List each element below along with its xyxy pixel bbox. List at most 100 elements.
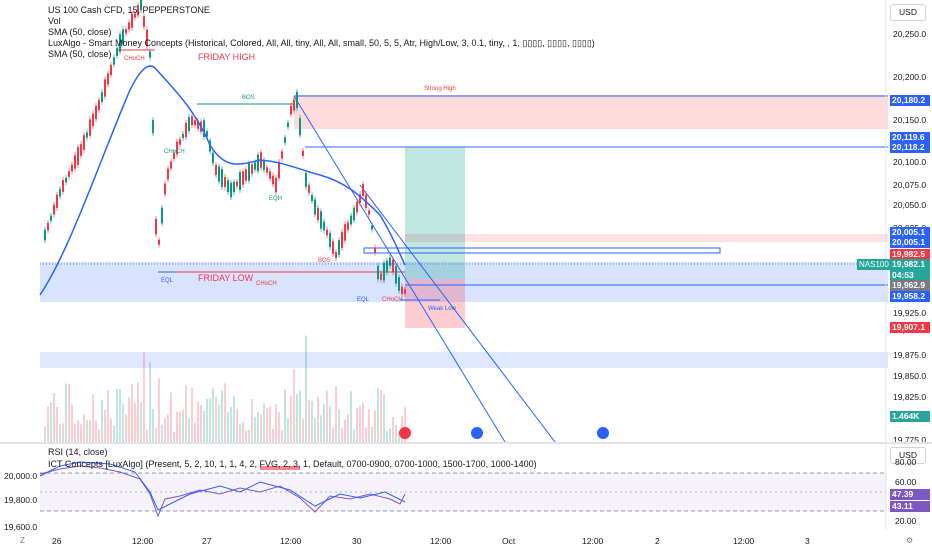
volume-bar: [173, 431, 175, 442]
volume-bar: [83, 414, 85, 442]
indicator-luxalgo[interactable]: LuxAlgo - Smart Money Concepts (Historic…: [48, 38, 595, 48]
volume-bar: [356, 407, 358, 442]
price-axis-label: 19,850.0: [893, 371, 927, 381]
event-icon[interactable]: [399, 427, 411, 439]
indicator-sma[interactable]: SMA (50, close): [48, 27, 112, 37]
us-flag-icon[interactable]: [471, 427, 483, 439]
volume-bar: [362, 402, 364, 442]
volume-bar: [389, 428, 391, 442]
price-axis-label: 19,875.0: [893, 350, 927, 360]
time-axis-label: 30: [352, 536, 362, 546]
volume-bar: [323, 403, 325, 442]
volume-bar: [200, 405, 202, 442]
eqh-label: EQH: [269, 196, 283, 202]
volume-bar: [395, 424, 397, 442]
indicator-ict[interactable]: ICT Concepts [LuxAlgo] (Present, 5, 2, 1…: [48, 459, 537, 469]
volume-bar: [197, 401, 199, 442]
volume-bar: [95, 420, 97, 442]
volume-bar: [320, 415, 322, 442]
indicator-sma-2[interactable]: SMA (50, close): [48, 49, 112, 59]
choch-label: CHoCH: [164, 149, 185, 155]
volume-bar: [359, 405, 361, 442]
price-axis-label: 20,075.0: [893, 180, 927, 190]
volume-bar: [278, 411, 280, 442]
volume-bar: [86, 420, 88, 442]
volume-bar: [155, 428, 157, 442]
volume-bar: [179, 411, 181, 442]
volume-bar: [368, 409, 370, 442]
volume-bar: [248, 430, 250, 442]
rsi-ict-panel[interactable]: [0, 444, 932, 530]
volume-bar: [287, 418, 289, 442]
volume-bar: [245, 430, 247, 442]
volume-bar: [326, 390, 328, 442]
volume-bar: [329, 405, 331, 442]
volume-bar: [65, 383, 67, 442]
sub-currency-button[interactable]: USD: [890, 447, 926, 464]
sub-price-label: 19,800.0: [4, 495, 38, 505]
symbol-title[interactable]: US 100 Cash CFD, 15, PEPPERSTONE: [48, 5, 210, 15]
volume-bar: [98, 429, 100, 442]
volume-bar: [332, 427, 334, 442]
volume-bar: [122, 404, 124, 442]
volume-bar: [101, 399, 103, 442]
volume-bar: [50, 402, 52, 442]
volume-bar: [146, 429, 148, 442]
indicator-rsi[interactable]: RSI (14, close): [48, 447, 108, 457]
volume-bar: [119, 388, 121, 442]
volume-bar: [182, 409, 184, 442]
time-axis-label: Oct: [502, 536, 516, 546]
choch-label: CHoCH: [256, 281, 277, 287]
volume-bar: [254, 416, 256, 442]
volume-bar: [335, 385, 337, 442]
volume-bar: [251, 399, 253, 442]
choch-label: CHoCH: [382, 297, 403, 303]
time-axis-label: 12:00: [132, 536, 154, 546]
volume-bar: [281, 430, 283, 442]
volume-bar: [116, 389, 118, 442]
volume-bar: [263, 403, 265, 442]
volume-bar: [347, 414, 349, 442]
volume-bar: [113, 425, 115, 442]
volume-bar: [233, 395, 235, 442]
indicator-vol[interactable]: Vol: [48, 16, 61, 26]
price-axis-label: 20,250.0: [893, 29, 927, 39]
volume-bar: [92, 394, 94, 442]
volume-bar: [158, 378, 160, 442]
volume-bar: [404, 407, 406, 442]
time-axis-label: 12:00: [582, 536, 604, 546]
candlesticks: [44, 0, 406, 298]
friday-low-label: FRIDAY LOW: [198, 273, 254, 283]
settings-icon[interactable]: ⚙: [906, 536, 914, 545]
long-position-profit: [405, 147, 465, 279]
price-tag: 19,982.1: [890, 259, 930, 270]
price-tag: 20,180.2: [890, 95, 930, 106]
volume-bar: [56, 407, 58, 442]
volume-bar: [239, 424, 241, 442]
volume-bar: [47, 406, 49, 442]
volume-bar: [272, 428, 274, 442]
volume-bar: [194, 422, 196, 442]
volume-bar: [212, 387, 214, 442]
rsi-axis-label: 60.00: [895, 477, 917, 487]
time-axis-label: 27: [202, 536, 212, 546]
eql-label: EQL: [161, 278, 174, 284]
demand-zone: [40, 262, 888, 302]
volume-bar: [377, 388, 379, 442]
volume-bar: [125, 414, 127, 442]
sub-price-label: 20,000.0: [4, 471, 38, 481]
volume-bar: [305, 335, 307, 442]
price-tag: 19,962.9: [890, 280, 930, 291]
volume-bar: [275, 404, 277, 442]
volume-bar: [242, 421, 244, 442]
us-flag-icon[interactable]: [597, 427, 609, 439]
volume-bar: [137, 382, 139, 442]
volume-bar: [308, 399, 310, 442]
z-icon[interactable]: Z: [20, 536, 25, 545]
volume-bar: [380, 389, 382, 442]
currency-button[interactable]: USD: [890, 4, 926, 21]
volume-bar: [131, 384, 133, 442]
main-price-chart[interactable]: [0, 0, 932, 442]
volume-bar: [59, 424, 61, 442]
volume-bar: [104, 410, 106, 442]
